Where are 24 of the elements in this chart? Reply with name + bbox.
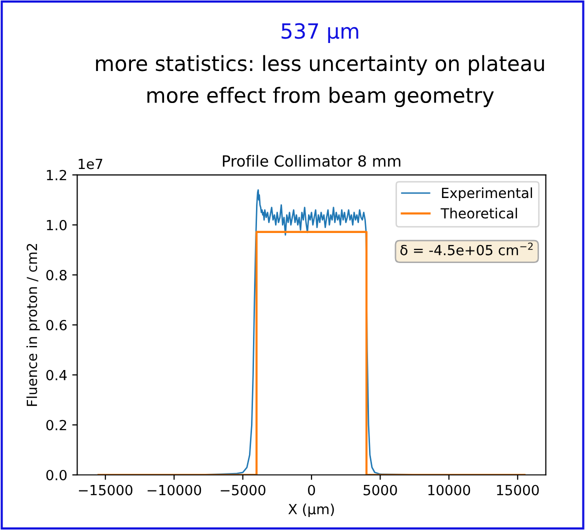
text: more effect from beam geometry xyxy=(147,86,494,108)
y-tick-label: 1.2 xyxy=(46,170,66,180)
text: 537 µm xyxy=(282,23,358,43)
x-tick-label: 5000 xyxy=(364,484,397,496)
x-tick-label: 15000 xyxy=(497,484,539,496)
text: more statistics: less uncertainty on plateau xyxy=(96,55,544,76)
y-axis-title: Fluence in proton / cm2 xyxy=(26,244,40,406)
y-tick-label: 0.0 xyxy=(46,470,67,480)
x-tick-label: −5000 xyxy=(220,484,266,496)
x-tick-label: 0 xyxy=(308,484,316,496)
x-tick-label: −15000 xyxy=(78,484,132,496)
y-tick-label: 0.4 xyxy=(46,370,67,380)
y-tick-label: 0.8 xyxy=(46,270,67,280)
annotation: δ = -4.5e+05 cm$^{−2}$ xyxy=(400,242,533,256)
y-tick-label: 1.0 xyxy=(46,220,67,230)
chart-title: Profile Collimator 8 mm xyxy=(222,154,400,167)
legend-label: Experimental xyxy=(442,187,532,201)
x-axis-title: X (μm) xyxy=(288,504,334,518)
x-tick-label: 10000 xyxy=(428,484,470,496)
legend-label: Theoretical xyxy=(440,208,517,219)
y-tick-label: 0.2 xyxy=(46,420,66,430)
text: 1e7 xyxy=(78,158,102,170)
x-tick-label: −10000 xyxy=(148,484,202,496)
y-tick-label: 0.6 xyxy=(46,320,67,330)
